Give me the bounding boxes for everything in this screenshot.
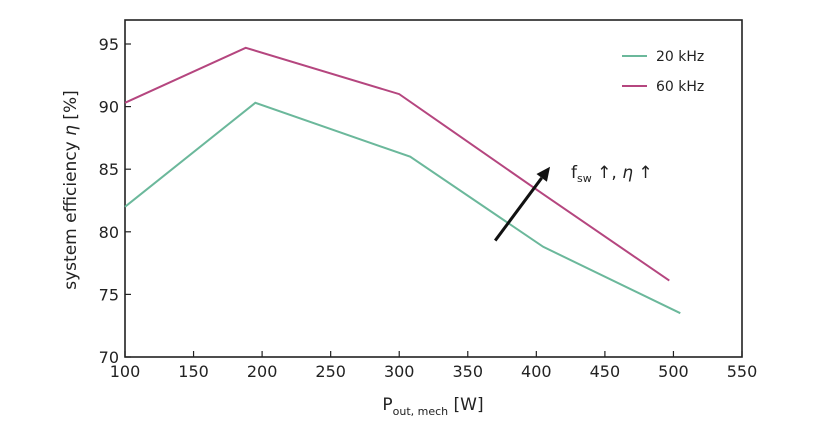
y-tick-label: 85 <box>99 160 119 179</box>
x-tick-label: 100 <box>110 362 141 381</box>
x-axis-title: Pout, mech [W] <box>382 395 483 418</box>
annotation-eta: η <box>622 163 633 183</box>
annotation-arrow-text: ↑ <box>633 163 653 183</box>
x-tick-label: 350 <box>453 362 484 381</box>
y-axis-title-symbol: η <box>61 125 81 136</box>
y-tick-label: 95 <box>99 35 119 54</box>
x-tick-label: 250 <box>315 362 346 381</box>
y-axis-title: system efficiency η [%] <box>61 90 81 289</box>
y-tick-label: 75 <box>99 285 119 304</box>
annotation-sub: sw <box>577 172 592 185</box>
annotation-arrow-shaft <box>493 177 543 242</box>
y-tick-label: 90 <box>99 98 119 117</box>
x-axis-title-rest: [W] <box>448 395 483 415</box>
x-tick-label: 300 <box>384 362 415 381</box>
annotation-arrow-head <box>536 166 551 182</box>
plot-frame <box>124 19 743 358</box>
y-axis-title-main: system efficiency <box>61 136 81 290</box>
x-tick-label: 500 <box>658 362 689 381</box>
annotation-label: fsw ↑, η ↑ <box>571 163 653 185</box>
x-tick-label: 550 <box>727 362 758 381</box>
y-axis-title-rest: [%] <box>61 90 81 125</box>
y-tick-label: 70 <box>99 348 119 367</box>
annotation-rest: ↑, <box>592 163 622 183</box>
series-line-60-khz <box>124 46 670 282</box>
x-tick-label: 200 <box>247 362 278 381</box>
legend-label: 20 kHz <box>656 49 704 65</box>
series-lines <box>124 46 681 315</box>
x-tick-label: 450 <box>590 362 621 381</box>
legend: 20 kHz 60 kHz <box>622 49 704 95</box>
x-tick-label: 150 <box>178 362 209 381</box>
series-line-20-khz <box>124 101 681 315</box>
axis-ticks: 100 150 200 250 300 350 400 450 500 550 70 75 80 85 90… <box>99 35 758 381</box>
y-tick-label: 80 <box>99 223 119 242</box>
x-axis-title-sub: out, mech <box>393 405 449 418</box>
annotation: fsw ↑, η ↑ <box>493 163 653 242</box>
legend-label: 60 kHz <box>656 79 704 95</box>
annotation-f: f <box>571 163 578 183</box>
x-axis-title-main: P <box>382 395 392 415</box>
x-tick-label: 400 <box>521 362 552 381</box>
